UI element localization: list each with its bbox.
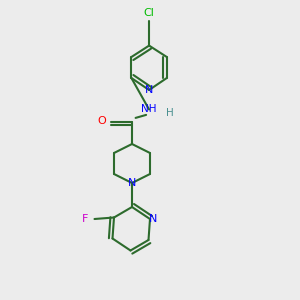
Text: N: N (128, 178, 136, 188)
Text: O: O (98, 116, 106, 127)
Text: N: N (149, 214, 157, 224)
Text: F: F (82, 214, 89, 224)
Text: N: N (145, 85, 153, 95)
Text: H: H (166, 108, 173, 118)
Text: Cl: Cl (144, 8, 154, 19)
Text: NH: NH (141, 104, 157, 115)
